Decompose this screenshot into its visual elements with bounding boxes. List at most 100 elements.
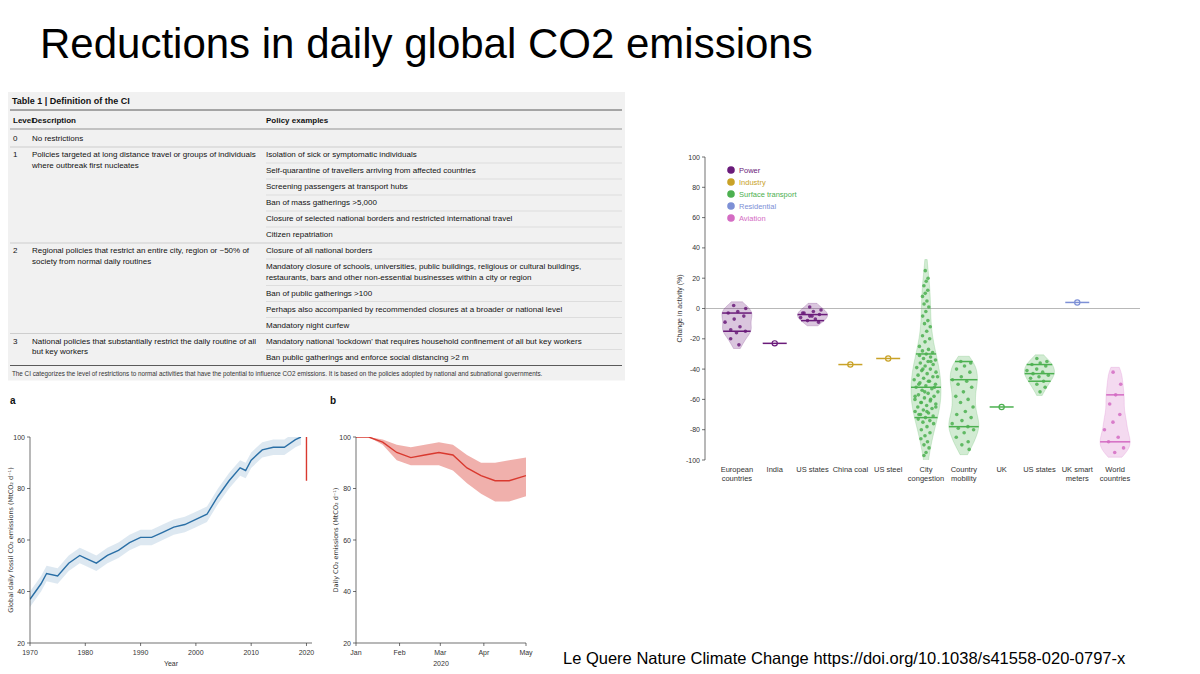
- x-tick: [399, 643, 400, 646]
- data-point: [921, 314, 925, 318]
- text-line: Mandatory night curfew: [266, 321, 349, 330]
- summary-line: [838, 364, 862, 366]
- data-point: [960, 443, 964, 447]
- data-point: [924, 310, 928, 314]
- violin: [949, 356, 979, 454]
- y-tick-label: 100: [13, 434, 25, 441]
- table-row-rule: [10, 333, 622, 334]
- category-label: Citycongestion: [908, 465, 944, 483]
- data-point: [921, 295, 925, 299]
- y-tick-label: -20: [690, 335, 700, 342]
- legend-label: Residential: [739, 202, 776, 211]
- y-tick-label: 20: [692, 275, 700, 282]
- y-tick-label: -60: [690, 396, 700, 403]
- data-point: [934, 405, 938, 409]
- summary-line: [990, 406, 1014, 408]
- data-point: [956, 382, 960, 386]
- summary-line: [763, 343, 787, 345]
- data-point: [929, 398, 933, 402]
- data-point: [930, 407, 934, 411]
- y-tick: [702, 338, 705, 339]
- points: [723, 269, 1125, 457]
- x-tick-label: 2000: [188, 649, 204, 656]
- table-note: The CI categorizes the level of restrict…: [12, 370, 543, 378]
- data-point: [972, 428, 976, 432]
- summary-line: [722, 312, 752, 314]
- y-tick: [27, 643, 30, 644]
- y-tick-label: 60: [17, 537, 25, 544]
- data-point: [920, 428, 924, 432]
- text-line: meters: [1066, 474, 1089, 483]
- text-line: Ban public gatherings and enforce social…: [266, 353, 469, 362]
- data-point: [732, 317, 736, 321]
- data-point: [955, 367, 959, 371]
- data-point: [917, 393, 921, 397]
- text-line: Mandatory national 'lockdown' that requi…: [266, 337, 582, 346]
- y-tick-label: -40: [690, 366, 700, 373]
- data-point: [742, 314, 746, 318]
- table-example: Isolation of sick or symptomatic individ…: [266, 150, 417, 159]
- data-point: [926, 440, 930, 444]
- text-line: City: [920, 465, 933, 474]
- y-tick: [353, 643, 356, 644]
- data-point: [929, 360, 933, 364]
- data-point: [967, 448, 971, 452]
- line-chart: 20406080100JanFebMarAprMay2020Daily CO₂ …: [330, 395, 533, 667]
- text-line: Ban of mass gatherings >5,000: [266, 198, 378, 207]
- table-separator: [266, 195, 622, 196]
- data-point: [1113, 451, 1117, 455]
- x-axis: [356, 643, 526, 644]
- legend-swatch: [727, 178, 735, 186]
- table-example: Ban public gatherings and enforce social…: [266, 353, 469, 362]
- text-line: US states: [796, 465, 829, 474]
- x-tick: [356, 643, 357, 646]
- data-point: [926, 289, 930, 293]
- legend-label: Industry: [739, 178, 766, 187]
- data-point: [928, 325, 932, 329]
- y-tick-label: 60: [692, 214, 700, 221]
- data-point: [916, 405, 920, 409]
- summary-lines: [722, 302, 1130, 441]
- category-label: India: [767, 465, 784, 474]
- data-point: [923, 340, 927, 344]
- x-tick: [306, 643, 307, 646]
- y-tick: [702, 217, 705, 218]
- table-example: Mandatory night curfew: [266, 321, 349, 330]
- data-point: [924, 279, 928, 283]
- data-point: [812, 310, 816, 314]
- data-point: [931, 375, 935, 379]
- data-point: [922, 284, 926, 288]
- data-point: [959, 375, 963, 379]
- data-point: [913, 410, 917, 414]
- plot-marks: [30, 437, 306, 607]
- data-point: [1111, 370, 1115, 374]
- data-point: [927, 446, 931, 450]
- data-point: [925, 299, 929, 303]
- text-line: UK smart: [1062, 465, 1094, 474]
- legend-swatch: [727, 166, 735, 174]
- data-point: [1025, 369, 1029, 373]
- y-tick: [702, 187, 705, 188]
- text-line: countries: [1100, 474, 1131, 483]
- data-point: [1035, 367, 1039, 371]
- y-tick: [702, 278, 705, 279]
- data-point: [921, 420, 925, 424]
- data-point: [926, 392, 930, 396]
- table-level: 1: [13, 150, 18, 159]
- x-tick: [526, 643, 527, 646]
- data-point: [1119, 382, 1123, 386]
- data-point: [926, 276, 930, 280]
- data-point: [927, 305, 931, 309]
- table-title: Table 1 | Definition of the CI: [12, 96, 130, 106]
- data-point: [970, 385, 974, 389]
- data-point: [950, 422, 954, 426]
- data-point: [925, 404, 929, 408]
- summary-line: [801, 320, 824, 322]
- summary-line: [1100, 441, 1130, 443]
- table-example: Ban of mass gatherings >5,000: [266, 198, 378, 207]
- text-line: where outbreak first nucleates: [31, 161, 139, 170]
- x-tick-label: Feb: [394, 649, 406, 656]
- text-line: society from normal daily routines: [32, 257, 151, 266]
- line-chart: 20406080100197019801990200020102020YearG…: [7, 395, 314, 667]
- y-tick: [702, 369, 705, 370]
